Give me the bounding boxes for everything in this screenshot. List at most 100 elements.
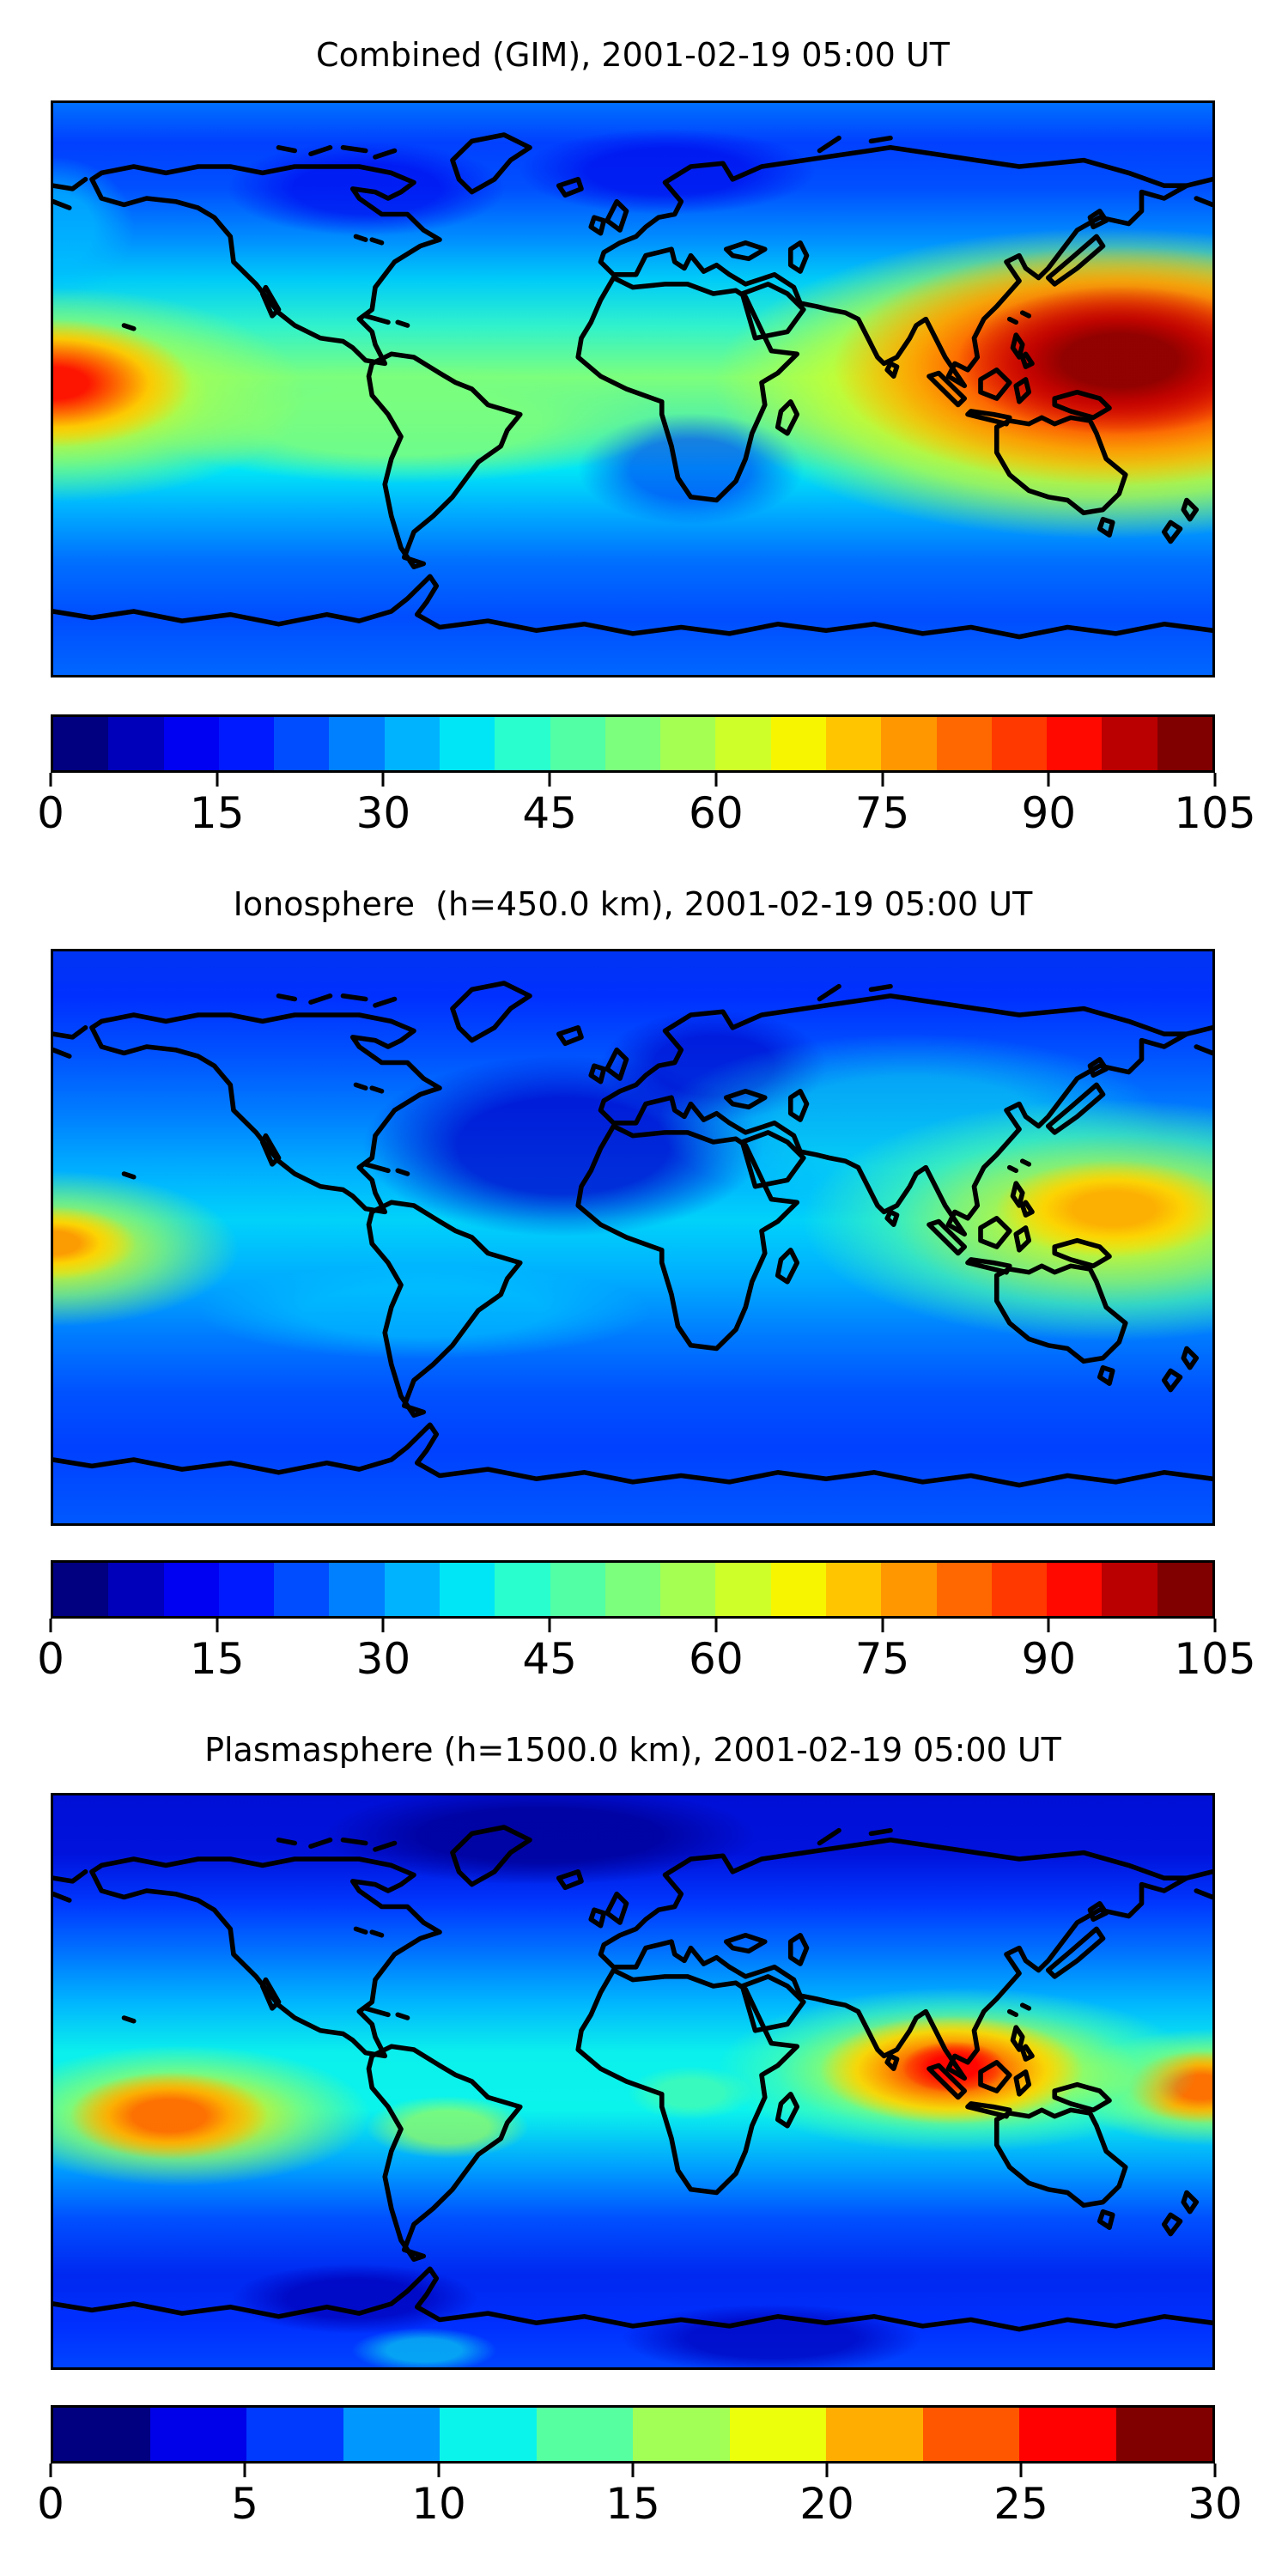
colorbar-segment (53, 717, 109, 770)
coast-arctic-islands (276, 993, 398, 1008)
coast-hispaniola (395, 319, 410, 328)
colorbar-segment (660, 717, 716, 770)
map-combined-gim (51, 100, 1215, 677)
coast-north-america (89, 1856, 442, 2059)
colorbar-tick-label: 45 (522, 1634, 577, 1684)
coast-hawaii (121, 323, 137, 331)
colorbar-tick-label: 25 (993, 2479, 1048, 2529)
colorbar-plasmasphere (51, 2405, 1215, 2464)
coast-sumatra (927, 370, 968, 408)
map-plasmasphere (51, 1793, 1215, 2370)
coast-novaya-zemlya (817, 1827, 893, 1846)
colorbar-segment (1115, 2408, 1212, 2461)
colorbar-tick-label: 75 (854, 1634, 910, 1684)
coast-south-america (366, 351, 523, 569)
colorbar-tick-label: 105 (1174, 1634, 1256, 1684)
coast-eurasia (598, 145, 1189, 389)
world-coastlines-map (53, 132, 1212, 640)
colorbar-tick-mark (1213, 1619, 1217, 1632)
colorbar-tick-label: 30 (355, 1634, 411, 1684)
colorbar-segment (881, 717, 937, 770)
colorbar-tick-label: 15 (189, 1634, 245, 1684)
coast-baja (259, 284, 282, 319)
coast-chukotka-edges (53, 1869, 1212, 1903)
colorbar-segment (1047, 1563, 1103, 1616)
coast-arabia (739, 1974, 806, 2033)
colorbar-segment (384, 1563, 440, 1616)
colorbar-tick-mark (1213, 2464, 1217, 2477)
colorbar-tick-label: 15 (605, 2479, 660, 2529)
coast-greenland (450, 981, 532, 1043)
colorbar-segment (550, 1563, 605, 1616)
coast-antarctica (53, 574, 1212, 640)
colorbar-segment (384, 717, 440, 770)
coast-caspian-sea (787, 1933, 810, 1966)
colorbar-segment (825, 717, 882, 770)
coast-south-america (366, 2044, 523, 2262)
colorbar-tick-mark (714, 773, 718, 787)
colorbar-segment (991, 717, 1048, 770)
colorbar-tick-mark (881, 1619, 884, 1632)
colorbar-segment (274, 1563, 330, 1616)
colorbar-tick-mark (216, 773, 219, 787)
colorbar-segment (53, 2408, 150, 2461)
colorbar-segment (1102, 1563, 1157, 1616)
coast-philippines (1010, 1181, 1035, 1218)
colorbar-segment (881, 1563, 937, 1616)
colorbar-segment (715, 717, 771, 770)
coast-cuba (362, 1162, 391, 1174)
coast-north-america (89, 164, 442, 367)
coast-antarctica (53, 1422, 1212, 1488)
coast-ireland (588, 1063, 607, 1084)
coast-baja (259, 1977, 282, 2011)
colorbar-segment (495, 1563, 550, 1616)
coast-greenland (450, 1825, 532, 1887)
coast-arabia (739, 282, 806, 341)
coast-philippines (1010, 2025, 1035, 2062)
colorbar-segment (440, 2408, 537, 2461)
map-ionosphere (51, 949, 1215, 1526)
colorbar-tick-label: 0 (37, 1634, 64, 1684)
colorbar-tick-label: 105 (1174, 788, 1256, 838)
colorbar-tick-label: 45 (522, 788, 577, 838)
colorbar-tick-mark (548, 1619, 551, 1632)
coast-sulawesi (1013, 2069, 1032, 2097)
colorbar-combined (51, 714, 1215, 773)
coast-tasmania (1097, 1364, 1115, 1386)
coast-hokkaido (1087, 1057, 1109, 1078)
coast-hawaii (121, 1171, 137, 1180)
coast-borneo (978, 1216, 1012, 1249)
colorbar-segment (660, 1563, 716, 1616)
coast-cuba (362, 313, 391, 325)
coast-new-zealand (1161, 497, 1200, 544)
colorbar-segment (936, 717, 992, 770)
colorbar-tick-label: 90 (1021, 788, 1077, 838)
colorbar-tick-label: 60 (689, 788, 744, 838)
colorbar-tick-mark (243, 2464, 246, 2477)
colorbar-segment (108, 1563, 164, 1616)
coast-novaya-zemlya (817, 983, 893, 1002)
colorbar-tick-mark (437, 2464, 440, 2477)
colorbar-tick-mark (1213, 773, 1217, 787)
coast-australia (993, 415, 1128, 516)
coast-japan (1045, 234, 1106, 287)
coast-ireland (588, 1907, 607, 1929)
colorbar-segment (343, 2408, 440, 2461)
coast-eurasia (598, 1838, 1189, 2081)
colorbar-segment (605, 1563, 661, 1616)
colorbar-tick-mark (216, 1619, 219, 1632)
colorbar-segment (218, 1563, 275, 1616)
colorbar-segment (439, 1563, 495, 1616)
coast-chukotka-edges (53, 177, 1212, 210)
coast-iceland (556, 1869, 584, 1891)
coast-black-sea (723, 1933, 768, 1954)
colorbar-tick-label: 30 (355, 788, 411, 838)
coast-great-lakes (353, 1082, 385, 1094)
colorbar-segment (163, 717, 219, 770)
colorbar-segment (108, 717, 164, 770)
colorbar-tick-mark (1019, 2464, 1023, 2477)
colorbar-tick-mark (49, 773, 52, 787)
colorbar-segment (1157, 717, 1212, 770)
colorbar-segment (922, 2408, 1019, 2461)
